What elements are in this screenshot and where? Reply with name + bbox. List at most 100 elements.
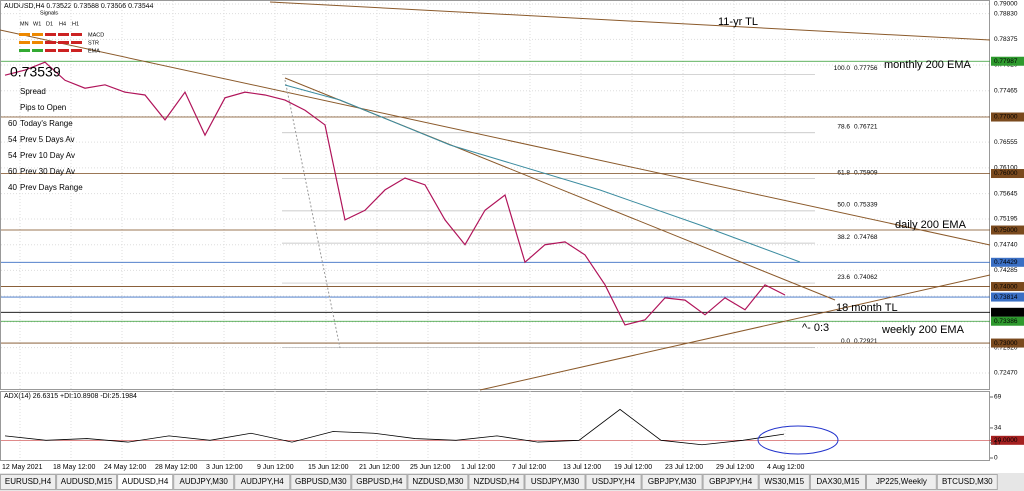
tab-label[interactable]: JP225,Weekly bbox=[876, 477, 927, 486]
tab[interactable] bbox=[234, 474, 291, 490]
tab[interactable] bbox=[407, 474, 469, 490]
fib-price: 0.77756 bbox=[854, 65, 878, 72]
mtf-tf: W1 bbox=[33, 21, 41, 27]
price-tick-label: 0.74740 bbox=[994, 241, 1018, 248]
price-tick-label: 0.74285 bbox=[994, 267, 1018, 274]
price-tick-label: 0.76555 bbox=[994, 139, 1018, 146]
tab[interactable] bbox=[173, 474, 235, 490]
mtf-cell bbox=[71, 33, 82, 36]
fib-level: 50.0 bbox=[837, 202, 850, 209]
level-tag bbox=[991, 225, 1024, 235]
level-tag bbox=[991, 316, 1024, 326]
tab-label[interactable]: USDJPY,M30 bbox=[531, 477, 580, 486]
tab[interactable] bbox=[585, 474, 642, 490]
price-line bbox=[4, 61, 786, 326]
tab[interactable] bbox=[290, 474, 352, 490]
price-tick-label: 0.75645 bbox=[994, 190, 1018, 197]
tab-label[interactable]: WS30,M15 bbox=[765, 477, 805, 486]
annotation: 11-yr TL bbox=[718, 16, 758, 28]
tab-label[interactable]: AUDJPY,M30 bbox=[180, 477, 229, 486]
fib-price: 0.74768 bbox=[854, 234, 878, 241]
adx-tick-label: 17 bbox=[994, 440, 1002, 447]
level-label: 0.76000 bbox=[994, 170, 1018, 177]
price-tick-label: 0.72470 bbox=[994, 370, 1018, 377]
price-tick-label: 0.76100 bbox=[994, 165, 1018, 172]
info-label: Spread bbox=[20, 87, 46, 96]
level-tag bbox=[991, 282, 1024, 292]
info-value: 60 bbox=[8, 119, 17, 128]
mtf-cell bbox=[58, 33, 69, 36]
tab-label[interactable]: DAX30,M15 bbox=[816, 477, 860, 486]
mtf-cell bbox=[32, 33, 43, 36]
tab[interactable] bbox=[468, 474, 525, 490]
fib-level: 100.0 bbox=[834, 65, 851, 72]
mtf-cell bbox=[58, 49, 69, 52]
date-label: 1 Jul 12:00 bbox=[461, 464, 495, 471]
mtf-row: STR bbox=[88, 40, 99, 46]
mtf-cell bbox=[71, 49, 82, 52]
tab[interactable] bbox=[641, 474, 703, 490]
fib-level: 0.0 bbox=[841, 338, 850, 345]
mtf-cell bbox=[32, 49, 43, 52]
level-tag bbox=[991, 169, 1024, 179]
level-label: 0.77000 bbox=[994, 114, 1018, 121]
date-label: 25 Jun 12:00 bbox=[410, 464, 451, 471]
price-tick-label: 0.77465 bbox=[994, 87, 1018, 94]
tab-label[interactable]: GBPJPY,M30 bbox=[648, 477, 697, 486]
tab-label[interactable]: AUDJPY,H4 bbox=[241, 477, 285, 486]
trend-line bbox=[269, 1, 991, 41]
tab[interactable] bbox=[56, 474, 118, 490]
annotation: ^- 0:3 bbox=[802, 322, 829, 334]
tab-label[interactable]: AUDUSD,H4 bbox=[122, 477, 169, 486]
tab[interactable] bbox=[936, 474, 998, 490]
date-label: 3 Jun 12:00 bbox=[206, 464, 243, 471]
date-label: 21 Jun 12:00 bbox=[359, 464, 400, 471]
tab-label[interactable]: GBPUSD,M30 bbox=[295, 477, 347, 486]
price-tick-label: 0.72920 bbox=[994, 344, 1018, 351]
tab[interactable] bbox=[866, 474, 937, 490]
mtf-cell bbox=[71, 41, 82, 44]
adx-level-tag bbox=[991, 435, 1024, 445]
tab-label[interactable]: EURUSD,H4 bbox=[5, 477, 52, 486]
tab[interactable] bbox=[117, 474, 174, 490]
date-label: 29 Jul 12:00 bbox=[716, 464, 754, 471]
tab-label[interactable]: AUDUSD,M15 bbox=[61, 477, 113, 486]
fib-level: 78.6 bbox=[837, 124, 850, 131]
tab-label[interactable]: NZDUSD,M30 bbox=[412, 477, 464, 486]
info-label: Prev 30 Day Av bbox=[20, 167, 75, 176]
fib-price: 0.76721 bbox=[854, 124, 878, 131]
tab-label[interactable]: BTCUSD,M30 bbox=[942, 477, 993, 486]
main-panel bbox=[0, 0, 990, 390]
adx-tick-label: 69 bbox=[994, 394, 1002, 401]
level-tag bbox=[991, 307, 1024, 317]
mtf-row: EMA bbox=[88, 48, 100, 54]
tab-label[interactable]: NZDUSD,H4 bbox=[474, 477, 520, 486]
fib-price: 0.72921 bbox=[854, 338, 878, 345]
tab[interactable] bbox=[702, 474, 759, 490]
mtf-title: Signals bbox=[40, 10, 58, 16]
tab[interactable] bbox=[351, 474, 408, 490]
tab-label[interactable]: GBPJPY,H4 bbox=[709, 477, 753, 486]
adx-line bbox=[4, 408, 785, 446]
tab[interactable] bbox=[809, 474, 867, 490]
adx-title: ADX(14) 26.6315 +DI:10.8908 -DI:25.1984 bbox=[4, 393, 137, 400]
trend-line bbox=[0, 29, 991, 246]
tab[interactable] bbox=[0, 474, 57, 490]
level-tag bbox=[991, 338, 1024, 348]
tab-label[interactable]: USDJPY,H4 bbox=[592, 477, 636, 486]
level-tag bbox=[991, 257, 1024, 267]
annotation: daily 200 EMA bbox=[895, 219, 967, 231]
tab-label[interactable]: GBPUSD,H4 bbox=[356, 477, 403, 486]
date-label: 9 Jun 12:00 bbox=[257, 464, 294, 471]
price-tick-label: 0.78375 bbox=[994, 36, 1018, 43]
tab[interactable] bbox=[524, 474, 586, 490]
level-label: 0.73814 bbox=[994, 294, 1018, 301]
mtf-tf: MN bbox=[20, 21, 29, 27]
info-label: Prev 10 Day Av bbox=[20, 151, 75, 160]
date-label: 7 Jul 12:00 bbox=[512, 464, 546, 471]
info-value: 40 bbox=[8, 183, 17, 192]
fib-price: 0.75909 bbox=[854, 169, 878, 176]
date-label: 4 Aug 12:00 bbox=[767, 464, 804, 471]
tab[interactable] bbox=[758, 474, 810, 490]
